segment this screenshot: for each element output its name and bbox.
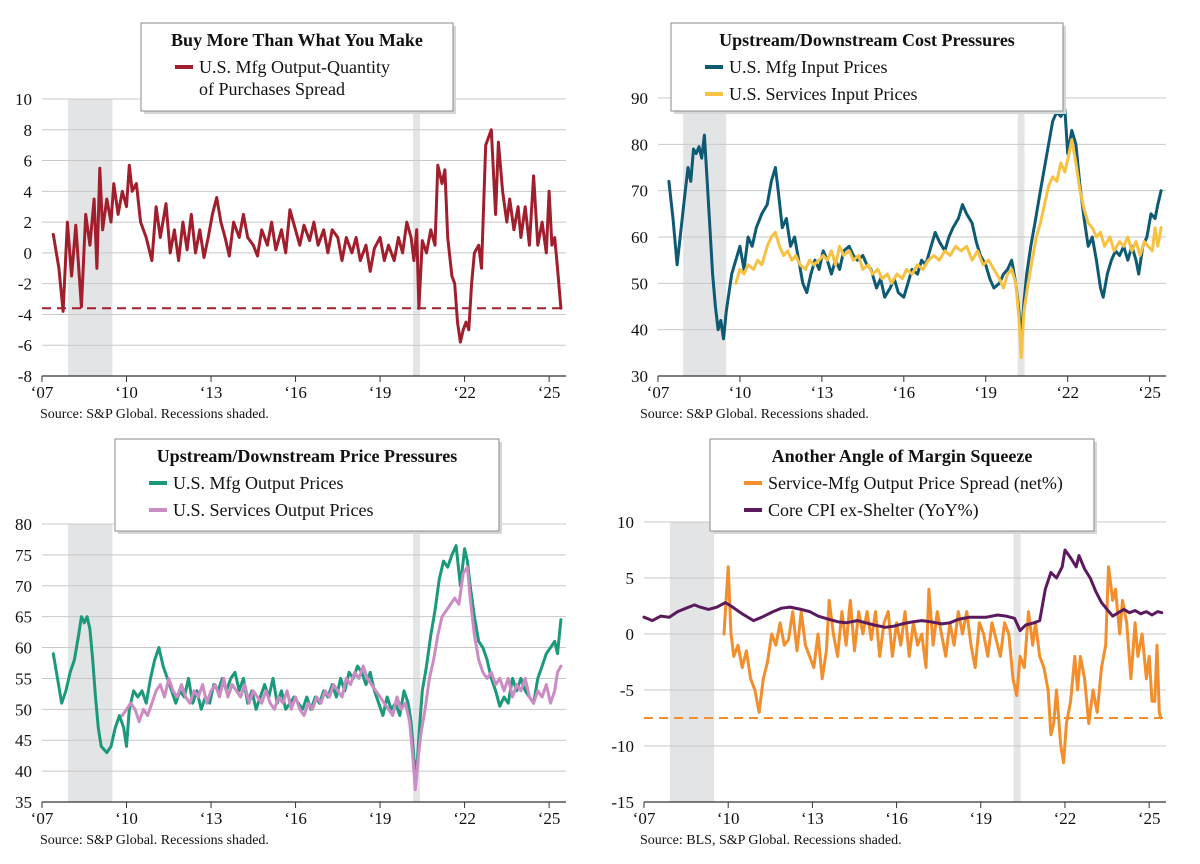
- y-tick-label: 4: [24, 182, 33, 201]
- recession-shade: [669, 522, 715, 802]
- y-tick-label: 90: [631, 89, 648, 108]
- y-tick-label: 40: [631, 321, 648, 340]
- chart-panel-3: 35 40 45 50 55 60 65 70 75 80 ‘07 ‘10 ‘13 ‘16 ‘19 ‘22 ‘2…: [15, 438, 566, 848]
- y-tick-label: 60: [15, 639, 32, 658]
- y-tick-label: 40: [15, 762, 32, 781]
- y-tick-label: 8: [24, 121, 33, 140]
- x-tick-label: ‘07: [647, 383, 670, 402]
- y-tick-label: 65: [15, 608, 32, 627]
- legend-label: of Purchases Spread: [199, 79, 345, 99]
- y-tick-label: -8: [18, 367, 32, 386]
- legend-label: Service-Mfg Output Price Spread (net%): [768, 473, 1063, 494]
- x-tick-label: ‘13: [811, 383, 834, 402]
- x-tick-label: ‘19: [369, 383, 392, 402]
- legend-label: U.S. Mfg Input Prices: [729, 57, 888, 77]
- y-tick-label: 0: [24, 244, 33, 263]
- y-tick-label: 10: [15, 90, 32, 109]
- x-tick-label: ‘22: [1054, 809, 1077, 828]
- x-tick-label: ‘19: [974, 383, 997, 402]
- y-tick-label: 45: [15, 731, 32, 750]
- x-tick-label: ‘25: [538, 383, 561, 402]
- y-tick-label: 35: [15, 793, 32, 812]
- recession-shade: [67, 524, 113, 802]
- y-tick-label: 5: [626, 569, 635, 588]
- y-tick-label: -6: [18, 336, 32, 355]
- legend-box: [709, 438, 1095, 532]
- legend-label: U.S. Services Output Prices: [173, 500, 373, 520]
- x-tick-label: ‘16: [284, 383, 307, 402]
- series-line-2: [642, 548, 1164, 633]
- y-tick-label: 75: [15, 546, 32, 565]
- x-tick-label: ‘13: [801, 809, 824, 828]
- y-tick-label: 0: [626, 625, 635, 644]
- y-tick-label: 50: [631, 274, 648, 293]
- y-tick-label: 10: [617, 513, 634, 532]
- y-tick-label: -15: [611, 793, 634, 812]
- x-tick-label: ‘10: [717, 809, 740, 828]
- chart-panel-2: 30 40 50 60 70 80 90 ‘07 ‘10 ‘13 ‘16 ‘19 ‘22 ‘25 Upstr…: [631, 22, 1166, 422]
- chart-title: Upstream/Downstream Cost Pressures: [719, 30, 1015, 50]
- recession-shade: [1013, 522, 1021, 802]
- x-tick-label: ‘16: [885, 809, 908, 828]
- chart-panel-4: -15 -10 -5 0 5 10 ‘07 ‘10 ‘13 ‘16 ‘19 ‘22 ‘25 Another…: [611, 438, 1166, 848]
- x-tick-label: ‘22: [453, 809, 476, 828]
- x-tick-label: ‘22: [1056, 383, 1079, 402]
- x-tick-label: ‘19: [969, 809, 992, 828]
- recession-shade: [413, 524, 421, 802]
- y-tick-label: 60: [631, 228, 648, 247]
- x-tick-label: ‘16: [892, 383, 915, 402]
- x-tick-label: ‘25: [538, 809, 561, 828]
- x-tick-label: ‘07: [31, 383, 54, 402]
- series-line-1: [51, 128, 563, 344]
- x-tick-label: ‘07: [31, 809, 54, 828]
- x-tick-label: ‘07: [633, 809, 656, 828]
- legend-box: [670, 22, 1064, 112]
- y-tick-label: -5: [620, 681, 634, 700]
- x-tick-label: ‘22: [453, 383, 476, 402]
- y-tick-label: 6: [24, 152, 33, 171]
- y-tick-label: 80: [15, 515, 32, 534]
- legend-box: [114, 438, 500, 532]
- x-tick-label: ‘13: [200, 383, 223, 402]
- y-tick-label: 55: [15, 669, 32, 688]
- y-tick-label: 70: [15, 577, 32, 596]
- y-tick-label: 50: [15, 700, 32, 719]
- legend-label: U.S. Services Input Prices: [729, 84, 917, 104]
- y-tick-label: -4: [18, 305, 33, 324]
- x-tick-label: ‘10: [729, 383, 752, 402]
- chart-panel-1: -8 -6 -4 -2 0 2 4 6 8 10 ‘07 ‘10 ‘13 ‘16 ‘19 ‘22 ‘25 Buy …: [15, 22, 566, 422]
- y-tick-label: 80: [631, 135, 648, 154]
- source-note: Source: S&P Global. Recessions shaded.: [40, 407, 269, 422]
- x-tick-label: ‘25: [1138, 383, 1161, 402]
- x-tick-label: ‘25: [1138, 809, 1161, 828]
- legend-label: U.S. Mfg Output-Quantity: [199, 57, 390, 77]
- series-line-2: [120, 565, 563, 792]
- x-tick-label: ‘16: [284, 809, 307, 828]
- y-tick-label: 70: [631, 182, 648, 201]
- legend-label: U.S. Mfg Output Prices: [173, 473, 344, 493]
- source-note: Source: S&P Global. Recessions shaded.: [640, 407, 869, 422]
- chart-title: Buy More Than What You Make: [171, 30, 423, 50]
- legend-label: Core CPI ex-Shelter (YoY%): [768, 500, 979, 521]
- source-note: Source: BLS, S&P Global. Recessions shad…: [640, 833, 902, 848]
- y-tick-label: -10: [611, 737, 634, 756]
- series-line-1: [51, 544, 563, 773]
- series-line-1: [722, 565, 1163, 765]
- source-note: Source: S&P Global. Recessions shaded.: [40, 833, 269, 848]
- y-tick-label: 30: [631, 367, 648, 386]
- x-tick-label: ‘13: [200, 809, 223, 828]
- x-tick-label: ‘19: [369, 809, 392, 828]
- y-tick-label: 2: [24, 213, 33, 232]
- x-tick-label: ‘10: [115, 809, 138, 828]
- chart-title: Another Angle of Margin Squeeze: [772, 446, 1033, 466]
- series-line-2: [734, 138, 1163, 359]
- x-tick-label: ‘10: [115, 383, 138, 402]
- chart-title: Upstream/Downstream Price Pressures: [157, 446, 458, 466]
- y-tick-label: -2: [18, 275, 32, 294]
